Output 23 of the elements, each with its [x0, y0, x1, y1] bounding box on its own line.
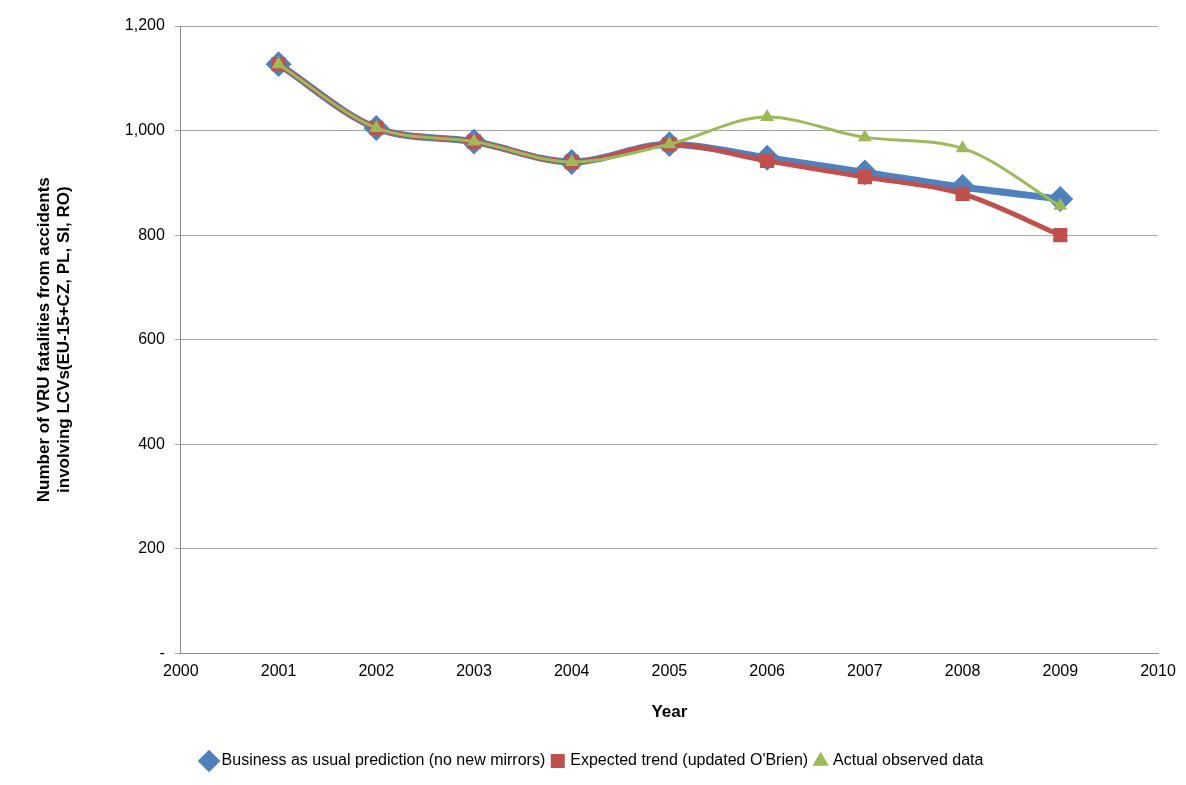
- x-tick-label: 2001: [260, 662, 297, 680]
- x-tick-label: 2004: [553, 662, 590, 680]
- y-tick-label: 200: [138, 539, 165, 557]
- x-tick-label: 2006: [749, 662, 786, 680]
- y-tick-label: 800: [138, 225, 165, 243]
- x-tick-label: 2002: [358, 662, 395, 680]
- legend-label: Actual observed data: [833, 751, 984, 769]
- x-tick-label: 2003: [456, 662, 492, 680]
- y-axis-title: Number of VRU fatalities from accidents involving LCVs(EU-15+CZ, PL, SI, RO): [33, 177, 74, 503]
- x-tick-label: 2007: [847, 662, 883, 680]
- legend-label: Expected trend (updated O'Brien): [570, 751, 809, 769]
- y-tick-label: 600: [138, 330, 165, 348]
- x-tick-label: 2005: [651, 662, 688, 680]
- x-tick-label: 2010: [1140, 662, 1176, 680]
- y-tick-label: 400: [138, 434, 165, 452]
- y-tick-label: 1,000: [124, 120, 165, 138]
- legend-label: Business as usual prediction (no new mirrors): [221, 751, 546, 769]
- x-tick-label: 2008: [944, 662, 981, 680]
- y-tick-label: -: [159, 643, 165, 661]
- x-axis-title: Year: [651, 702, 688, 722]
- x-tick-label: 2000: [163, 662, 199, 680]
- x-tick-label: 2009: [1042, 662, 1079, 680]
- y-tick-label: 1,200: [124, 16, 165, 34]
